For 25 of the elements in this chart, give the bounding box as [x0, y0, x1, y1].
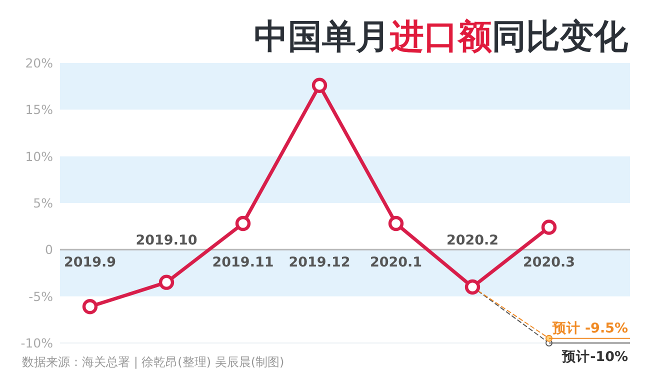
point	[388, 216, 404, 232]
y-tick-label: -10%	[20, 336, 54, 350]
y-tick-label: 10%	[25, 148, 54, 164]
point	[464, 279, 480, 295]
x-tick-label: 2020.2	[446, 232, 499, 249]
y-tick-label: 15%	[25, 102, 54, 118]
chart-title: 中国单月进口额同比变化	[254, 17, 629, 57]
x-tick-label: 2019.10	[136, 232, 198, 249]
point	[312, 78, 328, 93]
annotation: 预计-10%	[561, 349, 628, 365]
y-tick-label: 5%	[33, 196, 54, 210]
point	[158, 274, 174, 290]
source-note: 数据来源：海关总署 | 徐乾昂(整理) 吴辰晨(制图)	[22, 355, 284, 369]
y-tick-label: -5%	[28, 288, 54, 304]
point	[541, 220, 557, 235]
x-tick-label: 2020.3	[522, 254, 576, 271]
y-tick-label: 0	[45, 242, 54, 258]
x-tick-label: 2019.9	[64, 254, 116, 271]
x-tick-label: 2019.11	[212, 254, 274, 271]
point	[235, 216, 251, 232]
x-tick-label: 2019.12	[288, 254, 350, 271]
y-tick-label: 20%	[25, 56, 54, 70]
point	[82, 299, 98, 314]
annotation: 预计 -9.5%	[551, 320, 628, 336]
x-tick-label: 2020.1	[370, 254, 422, 271]
